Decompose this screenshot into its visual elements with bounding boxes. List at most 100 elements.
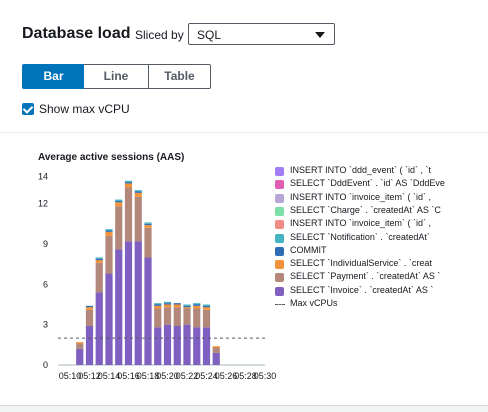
y-tick-label: 3 [43,320,48,330]
bar-segment [115,249,123,365]
bar-segment [95,262,103,293]
y-tick-label: 14 [38,172,48,182]
bar-segment [173,326,181,365]
legend-label: INSERT INTO `ddd_event` ( `id` , `t [290,165,432,175]
bar-segment [144,222,152,224]
bar-segment [193,327,201,365]
bar-segment [95,292,103,365]
bar-segment [85,309,94,326]
bar-segment [202,305,211,308]
bar-segment [202,304,211,306]
bar-segment [144,223,152,226]
bar-segment [124,187,133,242]
bar-segment [193,304,201,306]
slice-select-value: SQL [197,28,222,42]
bar-segment [105,229,113,231]
tab-bar[interactable]: Bar [22,64,85,89]
legend-item[interactable]: INSERT INTO `invoice_item` ( `id` , [275,192,488,206]
x-tick-label: 05:18 [137,371,160,381]
bar-segment [134,191,142,193]
bar-segment [154,305,162,309]
bar-segment [134,241,142,365]
page-title: Database load [22,25,131,42]
checkbox-checked-icon[interactable] [22,103,34,115]
bar-segment [105,273,113,365]
legend-item[interactable]: SELECT `Invoice` . `createdAt` AS ` [275,285,488,299]
bar-segment [212,347,220,353]
legend-item[interactable]: INSERT INTO `ddd_event` ( `id` , `t [275,165,488,179]
legend-label: SELECT `DddEvent` . `id` AS `DddEve [290,178,445,189]
x-tick-label: 05:12 [78,371,101,381]
legend-label: Max vCPUs [290,298,338,308]
bar-segment [163,324,172,365]
bar-segment [202,327,211,365]
legend-item[interactable]: SELECT `Payment` . `createdAt` AS ` [275,271,488,285]
x-tick-label: 05:14 [98,371,121,381]
caret-down-icon [315,32,325,38]
x-tick-label: 05:16 [117,371,140,381]
legend-swatch [275,193,284,203]
y-tick-label: 6 [43,279,48,289]
legend-label: SELECT `IndividualService` . `creat [290,258,432,269]
bar-segment [173,304,181,308]
legend-swatch [275,167,284,176]
legend-swatch [275,206,284,216]
legend-label: COMMIT [290,244,327,255]
legend-item[interactable]: SELECT `Charge` . `createdAt` AS `C [275,205,488,219]
bar-segment [124,241,133,365]
bar-segment [85,305,94,308]
bar-segment [163,304,172,308]
bar-segment [85,326,94,365]
legend-swatch [275,246,284,256]
bar-segment [193,308,201,328]
bar-segment [95,257,103,259]
bar-segment [183,308,191,325]
bar-segment [173,303,181,305]
legend-item[interactable]: COMMIT [275,245,488,259]
legend-swatch [275,233,284,243]
bar-segment [105,231,113,236]
legend-label: SELECT `Charge` . `createdAt` AS `C [290,204,441,215]
bar-segment [134,190,142,192]
legend-swatch [275,273,284,283]
tab-line[interactable]: Line [84,64,149,89]
bar-segment [76,342,84,344]
bar-segment [163,303,172,305]
legend-swatch [275,180,284,190]
legend-item[interactable]: SELECT `Notification` . `createdAt` [275,232,488,246]
sliced-by-label: Sliced by [135,28,184,42]
chart-title: Average active sessions (AAS) [38,152,185,163]
bar-segment [144,225,152,228]
legend-swatch [275,260,284,270]
bar-segment [95,258,103,261]
bar-segment [154,327,162,365]
x-tick-label: 05:10 [59,371,82,381]
slice-select[interactable]: SQL [188,23,335,45]
bar-segment [183,305,191,308]
bar-segment [173,307,181,326]
bar-segment [154,308,162,328]
bar-segment [124,182,133,184]
bar-segment [202,307,211,310]
legend-item[interactable]: INSERT INTO `invoice_item` ( `id` , [275,218,488,232]
tab-table[interactable]: Table [148,64,211,89]
x-tick-label: 05:24 [195,371,218,381]
bar-segment [105,230,113,232]
legend-swatch [275,220,284,230]
legend-swatch [275,304,285,305]
bar-segment [163,307,172,325]
legend-item[interactable]: SELECT `IndividualService` . `creat [275,258,488,272]
bar-segment [124,183,133,188]
bar-segment [115,200,123,203]
legend-item[interactable]: SELECT `DddEvent` . `id` AS `DddEve [275,178,488,192]
y-tick-label: 0 [43,360,48,370]
legend-item-max-vcpus[interactable]: Max vCPUs [275,298,488,312]
legend-label: INSERT INTO `invoice_item` ( `id` , [290,191,432,202]
bar-segment [144,227,152,258]
bar-segment [85,307,94,310]
bar-segment [154,304,162,306]
bar-segment [212,346,220,348]
legend-label: SELECT `Invoice` . `createdAt` AS ` [290,284,434,295]
bar-segment [193,305,201,309]
